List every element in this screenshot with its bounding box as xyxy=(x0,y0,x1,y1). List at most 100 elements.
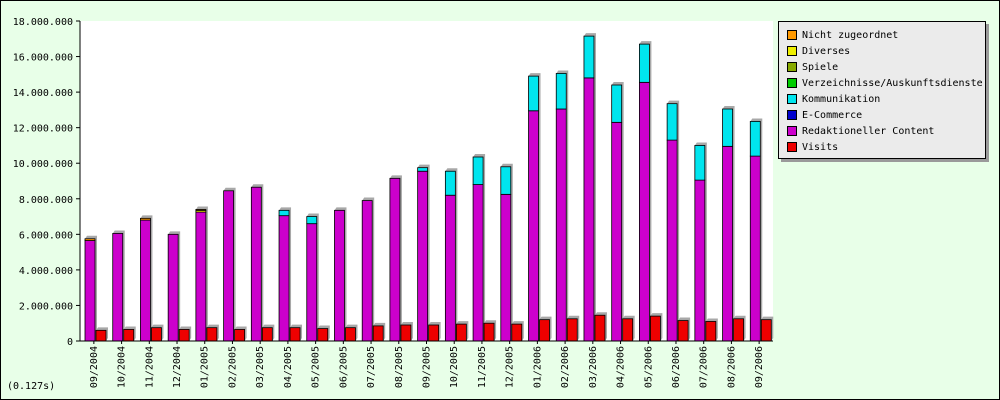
bar-redaktioneller-content xyxy=(140,219,151,342)
bar-redaktioneller-content xyxy=(749,155,761,342)
bar-visits xyxy=(539,319,550,342)
bar-shadow xyxy=(639,41,652,341)
bar-redaktioneller-content xyxy=(195,211,207,342)
y-tick-label: 0 xyxy=(67,337,73,348)
bar-shadow xyxy=(611,82,624,341)
bar-nicht-zugeordnet xyxy=(84,238,96,241)
legend-item: Visits xyxy=(787,140,838,154)
bar-visits xyxy=(95,329,107,342)
bar-kommunikation xyxy=(583,35,595,79)
bar-kommunikation xyxy=(500,166,512,195)
bar-shadow xyxy=(667,100,680,342)
bar-redaktioneller-content xyxy=(389,177,401,342)
bar-redaktioneller-content xyxy=(306,223,318,342)
bar-visits xyxy=(566,318,578,342)
visits-bar-shadow xyxy=(678,317,691,341)
bar-redaktioneller-content xyxy=(528,110,539,342)
bar-shadow xyxy=(251,184,264,341)
bar-kommunikation xyxy=(555,73,567,110)
x-tick-label: 03/2005 xyxy=(255,346,266,388)
visits-bar-shadow xyxy=(733,315,746,341)
x-tick-label: 09/2004 xyxy=(89,346,100,388)
bar-shadow xyxy=(583,33,596,341)
visits-bar-shadow xyxy=(511,321,524,341)
y-tick-label: 6.000.000 xyxy=(19,230,73,241)
bar-kommunikation xyxy=(639,43,650,83)
bar-redaktioneller-content xyxy=(223,190,235,342)
bar-kommunikation xyxy=(417,167,429,172)
bar-visits xyxy=(511,323,523,342)
bar-redaktioneller-content xyxy=(361,200,373,342)
bar-kommunikation xyxy=(722,108,733,147)
y-tick-label: 18.000.000 xyxy=(13,17,73,28)
bar-visits xyxy=(372,325,384,342)
legend: Nicht zugeordnet Diverses Spiele Verzeichni… xyxy=(778,21,986,159)
visits-bar-shadow xyxy=(567,315,580,341)
legend-swatch xyxy=(787,78,797,88)
bar-visits xyxy=(455,323,467,342)
legend-item: Kommunikation xyxy=(787,92,880,106)
bar-shadow xyxy=(722,106,735,341)
bar-visits xyxy=(261,327,273,342)
bar-visits xyxy=(178,329,190,342)
bar-redaktioneller-content xyxy=(472,184,484,342)
bar-shadow xyxy=(473,154,486,341)
y-tick-label: 2.000.000 xyxy=(19,301,73,312)
legend-label: Spiele xyxy=(802,61,839,73)
visits-bar-shadow xyxy=(761,316,774,341)
legend-item: Spiele xyxy=(787,60,838,74)
bar-visits xyxy=(733,318,744,342)
bar-kommunikation xyxy=(278,209,290,217)
legend-swatch xyxy=(787,46,797,56)
legend-label: Verzeichnisse/Auskunftsdienste xyxy=(802,77,983,89)
bar-redaktioneller-content xyxy=(278,215,290,342)
bar-redaktioneller-content xyxy=(112,233,124,342)
x-tick-label: 05/2006 xyxy=(643,346,654,388)
bar-kommunikation xyxy=(694,145,706,181)
visits-bar-shadow xyxy=(151,324,164,341)
x-tick-label: 02/2005 xyxy=(227,346,238,388)
bar-visits xyxy=(483,322,495,342)
bar-visits xyxy=(123,329,135,342)
legend-item: E-Commerce xyxy=(787,108,862,122)
bar-redaktioneller-content xyxy=(444,194,456,342)
legend-label: E-Commerce xyxy=(802,109,863,121)
x-tick-label: 05/2005 xyxy=(311,346,322,388)
bar-nicht-zugeordnet xyxy=(195,209,207,211)
bar-redaktioneller-content xyxy=(500,193,512,342)
x-tick-label: 08/2006 xyxy=(726,346,737,388)
bar-nicht-zugeordnet xyxy=(140,217,151,221)
x-tick-label: 06/2006 xyxy=(671,346,682,388)
x-tick-label: 04/2005 xyxy=(283,346,294,388)
bar-visits xyxy=(206,327,218,342)
bar-redaktioneller-content xyxy=(639,81,650,342)
y-tick-label: 12.000.000 xyxy=(13,124,73,135)
visits-bar-shadow xyxy=(262,324,275,341)
legend-label: Nicht zugeordnet xyxy=(802,29,899,41)
bar-shadow xyxy=(417,164,430,341)
visits-bar-shadow xyxy=(290,324,303,341)
legend-label: Visits xyxy=(802,141,839,153)
y-tick-label: 8.000.000 xyxy=(19,195,73,206)
legend-swatch xyxy=(787,62,797,72)
bar-kommunikation xyxy=(528,75,539,112)
visits-bar-shadow xyxy=(400,322,413,341)
legend-swatch xyxy=(787,126,797,136)
bar-visits xyxy=(594,314,606,342)
bar-redaktioneller-content xyxy=(611,121,623,342)
y-tick-label: 14.000.000 xyxy=(13,88,73,99)
bar-visits xyxy=(345,327,356,342)
x-tick-label: 03/2006 xyxy=(588,346,599,388)
bar-shadow xyxy=(750,118,763,341)
y-tick-label: 10.000.000 xyxy=(13,159,73,170)
visits-bar-shadow xyxy=(345,324,358,341)
visits-bar-shadow xyxy=(206,324,219,341)
bar-shadow xyxy=(528,73,541,341)
x-tick-label: 01/2005 xyxy=(200,346,211,388)
legend-swatch xyxy=(787,142,797,152)
x-tick-label: 12/2004 xyxy=(172,346,183,388)
bar-visits xyxy=(317,328,329,342)
legend-label: Kommunikation xyxy=(802,93,881,105)
bar-redaktioneller-content xyxy=(583,77,595,342)
